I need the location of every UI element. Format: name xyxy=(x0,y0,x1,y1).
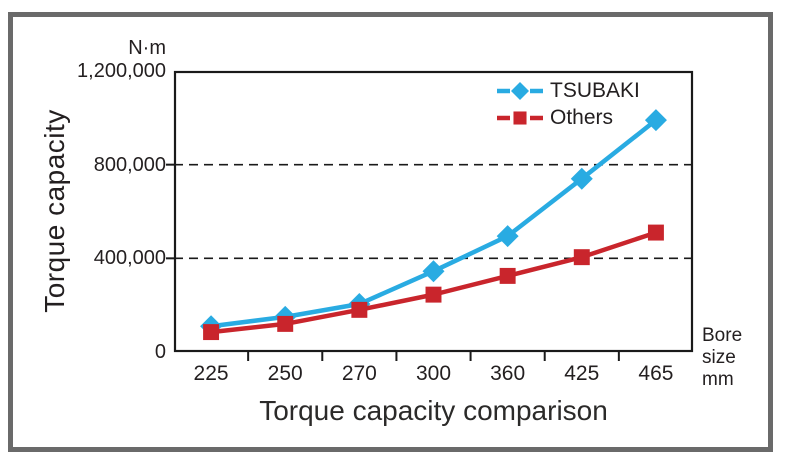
tsubaki-data-point xyxy=(422,260,445,283)
y-axis-unit-label: N·m xyxy=(128,37,166,59)
others-data-point xyxy=(203,324,220,341)
y-tick-label: 1,200,000 xyxy=(77,60,166,82)
x-tick-label: 300 xyxy=(415,362,452,385)
legend-label-tsubaki: TSUBAKI xyxy=(550,79,640,102)
y-tick-label: 800,000 xyxy=(93,153,166,176)
legend-marker xyxy=(513,110,527,125)
legend-item-others: Others xyxy=(497,105,640,130)
others-data-point xyxy=(351,301,368,318)
legend-item-tsubaki: TSUBAKI xyxy=(497,78,640,103)
x-tick-label: 360 xyxy=(490,362,526,385)
x-tick-label: 270 xyxy=(341,362,377,385)
tsubaki-data-point xyxy=(496,225,519,248)
y-axis-labels: N·m 0 400,000 800,000 1,200,000 xyxy=(40,0,166,459)
tsubaki-diamond-marker-icon xyxy=(497,81,543,100)
legend: TSUBAKI Others xyxy=(497,78,640,130)
tsubaki-data-point xyxy=(644,109,667,132)
x-axis-unit-line-3: mm xyxy=(702,369,734,390)
plot-border xyxy=(173,70,694,353)
others-data-point xyxy=(573,249,590,266)
plot-area xyxy=(166,70,694,361)
x-axis-unit-line-2: size xyxy=(702,347,736,368)
x-axis-unit-label: Bore size mm xyxy=(702,325,762,391)
legend-marker xyxy=(511,81,529,100)
outer-frame xyxy=(8,12,773,452)
others-data-point xyxy=(277,315,294,332)
chart-title: Torque capacity comparison xyxy=(259,395,608,426)
x-tick-label: 225 xyxy=(193,362,229,385)
x-axis-unit-line-1: Bore xyxy=(702,325,743,346)
others-data-point xyxy=(647,224,664,241)
x-tick-label: 465 xyxy=(638,362,674,385)
y-tick-label: 0 xyxy=(154,341,166,363)
x-tick-label: 250 xyxy=(267,362,303,385)
tsubaki-data-point xyxy=(570,167,593,190)
others-data-point xyxy=(499,267,516,284)
others-data-point xyxy=(425,286,442,303)
x-axis-labels: 225 250 270 300 360 425 465 xyxy=(174,361,693,387)
others-square-marker-icon xyxy=(497,110,543,125)
y-tick-label: 400,000 xyxy=(93,247,166,270)
x-tick-label: 425 xyxy=(564,362,600,385)
legend-label-others: Others xyxy=(550,106,614,129)
